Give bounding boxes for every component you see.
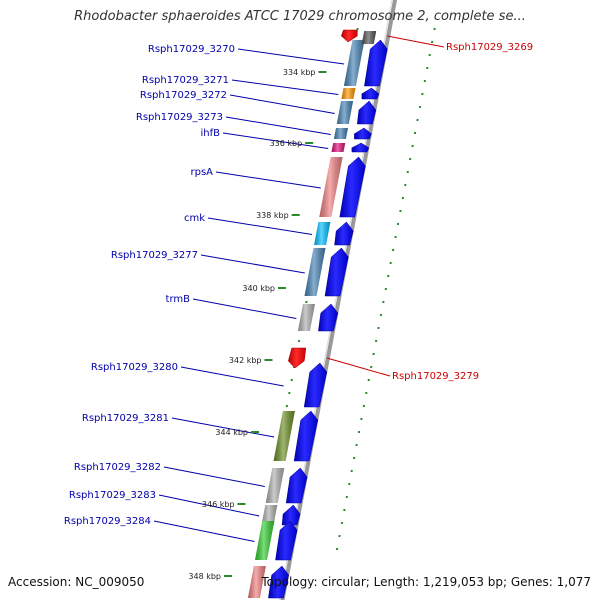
cog-track <box>247 31 377 598</box>
reverse-gene-arrow[interactable] <box>341 29 358 43</box>
forward-gene-label[interactable]: Rsph17029_3271 <box>142 75 229 86</box>
gene-leader-line <box>192 298 297 319</box>
cog-category-shading <box>331 143 346 152</box>
forward-gene-arrow[interactable] <box>351 142 370 153</box>
cog-category-shading <box>247 566 266 598</box>
gene-leader-line <box>326 357 391 377</box>
kbp-tick-label: 340 kbp <box>242 284 275 293</box>
gene-leader-line <box>200 254 305 274</box>
cog-category-shading <box>361 31 377 44</box>
forward-gene-label[interactable]: ihfB <box>201 128 221 139</box>
kbp-tick-label: 338 kbp <box>256 211 289 220</box>
forward-gene-arrow[interactable] <box>357 100 377 125</box>
forward-gene-arrow[interactable] <box>324 247 349 297</box>
gene-leader-line <box>171 417 275 438</box>
gene-leader-line <box>222 132 329 149</box>
gene-leader-line <box>387 35 445 48</box>
forward-gene-label[interactable]: Rsph17029_3284 <box>64 516 151 527</box>
kbp-tick-label: 342 kbp <box>229 356 262 365</box>
cog-category-shading <box>343 40 365 86</box>
map-title: Rhodobacter sphaeroides ATCC 17029 chrom… <box>74 9 526 24</box>
forward-gene-label[interactable]: Rsph17029_3281 <box>82 413 169 424</box>
forward-strand-track <box>268 39 388 599</box>
forward-gene-arrow[interactable] <box>354 127 372 140</box>
cog-category-shading <box>273 411 295 461</box>
kbp-tick-label: 344 kbp <box>215 428 248 437</box>
reverse-gene-arrow[interactable] <box>288 347 307 369</box>
gene-leader-line <box>158 494 260 517</box>
cog-category-shading <box>341 88 356 99</box>
gene-leader-line <box>207 217 313 235</box>
forward-gene-arrow[interactable] <box>303 362 328 408</box>
forward-gene-label[interactable]: Rsph17029_3282 <box>74 462 161 473</box>
forward-gene-arrow[interactable] <box>334 221 354 246</box>
forward-gene-arrow[interactable] <box>339 156 366 218</box>
kbp-tick-label: 346 kbp <box>202 500 235 509</box>
chromosome-backbone-line <box>280 0 398 600</box>
kbp-labels: 334 kbp 336 kbp 338 kbp 340 kbp 342 kbp 344 k… <box>188 68 327 581</box>
forward-gene-arrow[interactable] <box>293 410 319 462</box>
gene-leader-line <box>163 466 265 487</box>
cog-category-shading <box>314 222 331 245</box>
gene-leader-line <box>237 48 345 65</box>
forward-gene-arrow[interactable] <box>285 467 308 504</box>
gene-leader-line <box>215 171 321 189</box>
gene-leader-line <box>153 520 255 542</box>
forward-gene-arrow[interactable] <box>268 565 289 599</box>
forward-gene-arrow[interactable] <box>364 39 388 87</box>
cog-category-shading <box>261 505 278 525</box>
cog-category-shading <box>297 304 315 331</box>
cog-category-shading <box>336 101 354 124</box>
forward-gene-label[interactable]: trmB <box>166 294 191 305</box>
forward-gene-label[interactable]: Rsph17029_3283 <box>69 490 156 501</box>
gene-leader-line <box>225 116 331 135</box>
forward-gene-label[interactable]: Rsph17029_3277 <box>111 250 198 261</box>
gene-labels: Rsph17029_3270 Rsph17029_3271 Rsph17029_32… <box>64 35 533 542</box>
forward-gene-arrow[interactable] <box>275 520 298 561</box>
kbp-tick-label: 336 kbp <box>270 139 303 148</box>
forward-gene-label[interactable]: Rsph17029_3272 <box>140 90 227 101</box>
kbp-tick-label: 348 kbp <box>188 572 221 581</box>
cog-category-shading <box>319 157 343 217</box>
forward-gene-label[interactable]: Rsph17029_3280 <box>91 362 178 373</box>
cog-category-shading <box>304 248 326 296</box>
gene-leader-line <box>231 79 339 95</box>
genome-summary-text: Topology: circular; Length: 1,219,053 bp… <box>261 575 591 589</box>
accession-text: Accession: NC_009050 <box>8 575 145 589</box>
cog-category-shading <box>265 468 285 503</box>
cog-category-shading <box>255 521 275 560</box>
reverse-gene-label[interactable]: Rsph17029_3279 <box>392 371 479 382</box>
forward-gene-label[interactable]: Rsph17029_3273 <box>136 112 223 123</box>
forward-gene-label[interactable]: Rsph17029_3270 <box>148 44 235 55</box>
gene-leader-line <box>229 94 335 114</box>
cog-category-shading <box>333 128 348 139</box>
forward-gene-arrow[interactable] <box>318 303 339 332</box>
forward-gene-arrow[interactable] <box>361 87 380 100</box>
forward-gene-label[interactable]: rpsA <box>190 167 213 178</box>
forward-gene-label[interactable]: cmk <box>184 213 205 224</box>
kbp-tick-label: 334 kbp <box>283 68 316 77</box>
gene-leader-line <box>180 366 284 387</box>
reverse-gene-label[interactable]: Rsph17029_3269 <box>446 42 533 53</box>
reverse-strand-track <box>288 29 358 369</box>
